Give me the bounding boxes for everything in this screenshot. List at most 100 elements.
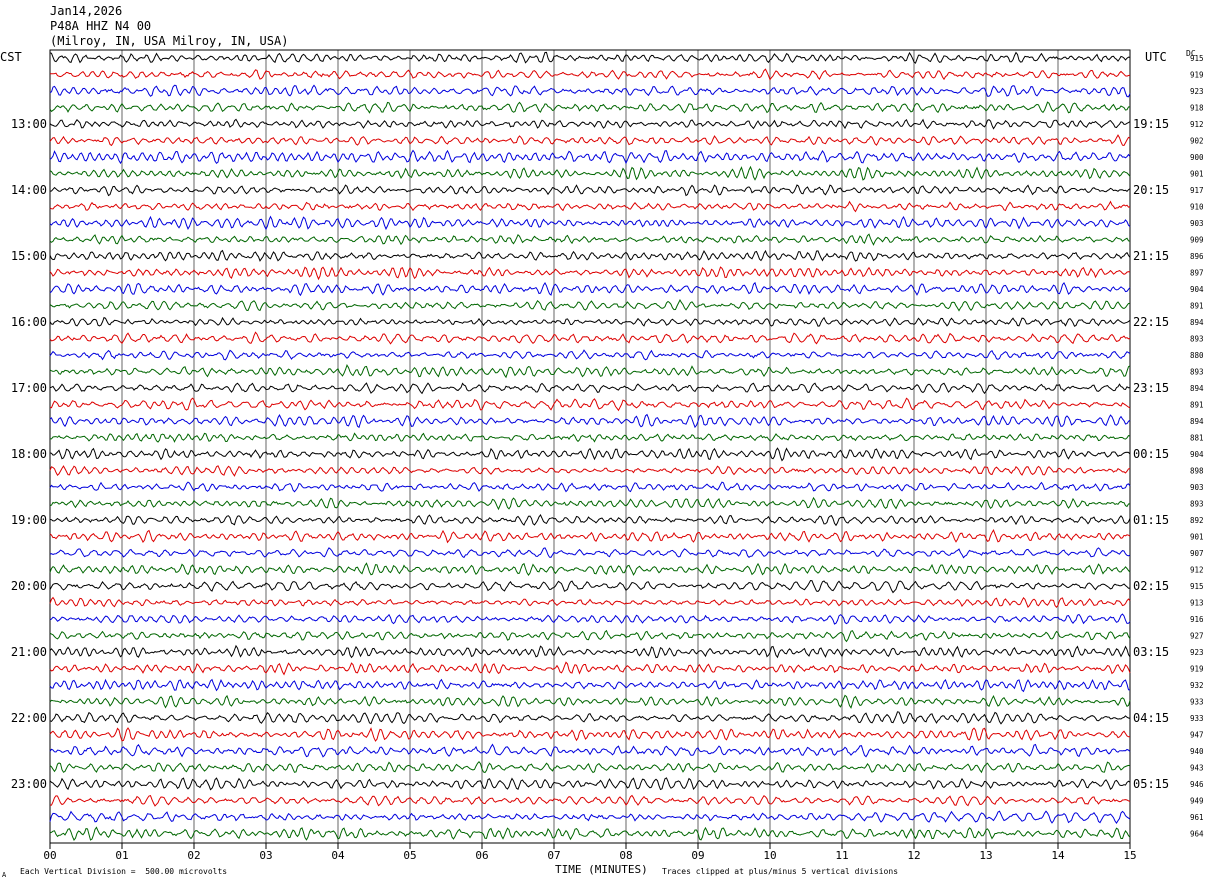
seismic-trace xyxy=(49,678,1131,693)
x-tick-label: 12 xyxy=(907,849,920,862)
left-hour-label: 20:00 xyxy=(11,579,47,593)
right-hour-label: 04:15 xyxy=(1133,711,1169,725)
seismic-trace xyxy=(49,481,1131,493)
dc-offset-label: 949 xyxy=(1190,797,1204,806)
dc-offset-label: 919 xyxy=(1190,665,1204,674)
dc-offset-label: 901 xyxy=(1190,533,1204,542)
x-tick-label: 07 xyxy=(547,849,560,862)
seismic-trace xyxy=(49,661,1131,676)
dc-offset-label: 916 xyxy=(1190,615,1204,624)
dc-offset-label: 919 xyxy=(1190,71,1204,80)
seismic-trace xyxy=(49,644,1131,659)
seismic-trace xyxy=(49,596,1131,609)
dc-offset-label: 940 xyxy=(1190,747,1204,756)
seismic-trace xyxy=(49,711,1131,725)
seismic-trace xyxy=(49,810,1131,824)
dc-offset-label: 893 xyxy=(1190,500,1204,509)
dc-offset-label: 893 xyxy=(1190,368,1204,377)
x-tick-label: 14 xyxy=(1051,849,1065,862)
x-tick-label: 10 xyxy=(763,849,776,862)
dc-offset-label: 901 xyxy=(1190,170,1204,179)
x-tick-label: 04 xyxy=(331,849,345,862)
dc-offset-label: 923 xyxy=(1190,87,1204,96)
seismic-trace xyxy=(49,528,1131,544)
dc-offset-label: 947 xyxy=(1190,731,1204,740)
dc-offset-label: 900 xyxy=(1190,153,1204,162)
dc-offset-label: 915 xyxy=(1190,54,1204,63)
seismic-trace xyxy=(49,233,1131,246)
seismic-trace xyxy=(49,777,1131,791)
dc-offset-label: 961 xyxy=(1190,813,1204,822)
x-tick-label: 03 xyxy=(259,849,272,862)
right-hour-label: 03:15 xyxy=(1133,645,1169,659)
corner-mark: A xyxy=(2,871,7,879)
dc-offset-label: 907 xyxy=(1190,549,1204,558)
dc-offset-label: 897 xyxy=(1190,269,1204,278)
dc-offset-label: 891 xyxy=(1190,401,1204,410)
dc-offset-label: 915 xyxy=(1190,582,1204,591)
left-hour-label: 15:00 xyxy=(11,249,47,263)
header-date: Jan14,2026 xyxy=(50,4,123,18)
dc-offset-label: 918 xyxy=(1190,104,1204,113)
dc-offset-label: 912 xyxy=(1190,566,1204,575)
seismic-trace xyxy=(49,382,1131,395)
dc-offset-label: 933 xyxy=(1190,714,1204,723)
right-hour-label: 05:15 xyxy=(1133,777,1169,791)
dc-offset-label: 913 xyxy=(1190,599,1204,608)
seismic-trace xyxy=(49,298,1131,312)
seismic-trace xyxy=(49,727,1131,742)
x-tick-label: 11 xyxy=(835,849,848,862)
left-hour-label: 23:00 xyxy=(11,777,47,791)
dc-offset-label: 932 xyxy=(1190,681,1204,690)
dc-offset-label: 891 xyxy=(1190,302,1204,311)
left-hour-label: 16:00 xyxy=(11,315,47,329)
dc-offset-label: 894 xyxy=(1190,384,1204,393)
seismic-trace xyxy=(49,184,1131,197)
right-hour-label: 02:15 xyxy=(1133,579,1169,593)
seismic-trace xyxy=(49,149,1131,165)
seismic-trace xyxy=(49,349,1131,361)
left-hour-label: 22:00 xyxy=(11,711,47,725)
right-hour-label: 20:15 xyxy=(1133,183,1169,197)
dc-offset-label: 894 xyxy=(1190,318,1204,327)
dc-offset-label: 903 xyxy=(1190,483,1204,492)
dc-offset-label: 894 xyxy=(1190,417,1204,426)
x-tick-label: 01 xyxy=(115,849,128,862)
header-location: (Milroy, IN, USA Milroy, IN, USA) xyxy=(50,34,289,48)
left-hour-label: 17:00 xyxy=(11,381,47,395)
dc-offset-label: 903 xyxy=(1190,219,1204,228)
x-tick-label: 05 xyxy=(403,849,416,862)
x-axis-title: TIME (MINUTES) xyxy=(555,863,648,876)
right-hour-label: 21:15 xyxy=(1133,249,1169,263)
seismic-trace xyxy=(49,562,1131,576)
dc-offset-label: 904 xyxy=(1190,450,1204,459)
dc-offset-label: 933 xyxy=(1190,698,1204,707)
seismic-trace xyxy=(49,101,1131,114)
seismic-trace xyxy=(49,465,1131,477)
seismic-trace xyxy=(49,331,1131,345)
seismic-trace xyxy=(49,249,1131,262)
seismic-trace xyxy=(49,514,1131,527)
header-channel: P48A HHZ N4 00 xyxy=(50,19,152,33)
x-tick-label: 08 xyxy=(619,849,632,862)
seismic-trace xyxy=(49,200,1131,213)
seismic-trace xyxy=(49,613,1131,625)
dc-offset-label: 892 xyxy=(1190,516,1204,525)
right-hour-label: 19:15 xyxy=(1133,117,1169,131)
seismic-trace xyxy=(49,413,1131,429)
dc-offset-label: 880 xyxy=(1190,351,1204,360)
x-tick-label: 15 xyxy=(1123,849,1136,862)
dc-offset-label: 912 xyxy=(1190,120,1204,129)
seismic-trace xyxy=(50,794,1131,807)
x-tick-label: 00 xyxy=(43,849,56,862)
seismic-trace xyxy=(49,496,1131,511)
seismic-trace xyxy=(49,316,1131,327)
seismic-trace xyxy=(49,761,1131,774)
seismic-trace xyxy=(49,826,1131,841)
right-hour-label: 00:15 xyxy=(1133,447,1169,461)
seismic-trace xyxy=(49,397,1131,412)
scale-note: Each Vertical Division = 500.00 microvol… xyxy=(20,867,228,876)
dc-offset-label: 893 xyxy=(1190,335,1204,344)
left-hour-label: 19:00 xyxy=(11,513,47,527)
